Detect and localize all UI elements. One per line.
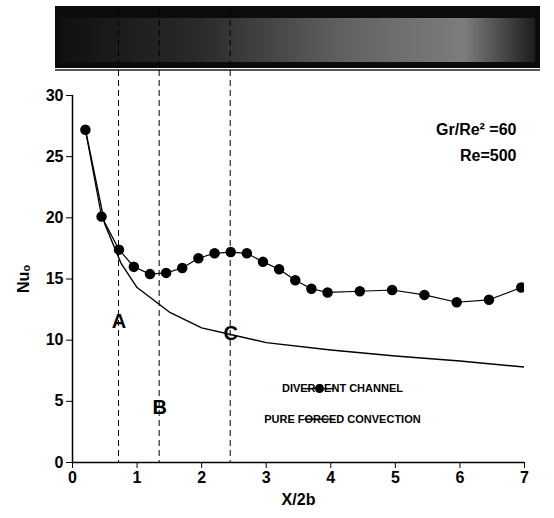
svg-text:C: C [223, 322, 238, 345]
svg-text:3: 3 [262, 469, 271, 486]
svg-text:7: 7 [520, 469, 529, 486]
svg-text:10: 10 [46, 331, 64, 348]
svg-text:1: 1 [133, 469, 142, 486]
svg-text:15: 15 [46, 270, 64, 287]
svg-text:DIVERGENT CHANNEL: DIVERGENT CHANNEL [282, 382, 403, 394]
svg-text:Gr/Re² =60: Gr/Re² =60 [436, 121, 517, 138]
svg-text:5: 5 [55, 392, 64, 409]
svg-text:25: 25 [46, 148, 64, 165]
svg-text:X/2b: X/2b [282, 491, 316, 508]
svg-text:2: 2 [197, 469, 206, 486]
svg-text:B: B [152, 395, 167, 418]
svg-text:0: 0 [55, 454, 64, 471]
svg-text:Re=500: Re=500 [460, 147, 517, 164]
svg-text:A: A [111, 310, 127, 333]
svg-text:30: 30 [46, 87, 64, 104]
svg-text:5: 5 [391, 469, 400, 486]
svg-text:4: 4 [326, 469, 335, 486]
svg-text:20: 20 [46, 209, 64, 226]
svg-text:0: 0 [68, 469, 77, 486]
svg-text:Nuₒ: Nuₒ [15, 265, 32, 293]
svg-text:6: 6 [455, 469, 464, 486]
svg-text:PURE FORCED CONVECTION: PURE FORCED CONVECTION [264, 413, 421, 425]
